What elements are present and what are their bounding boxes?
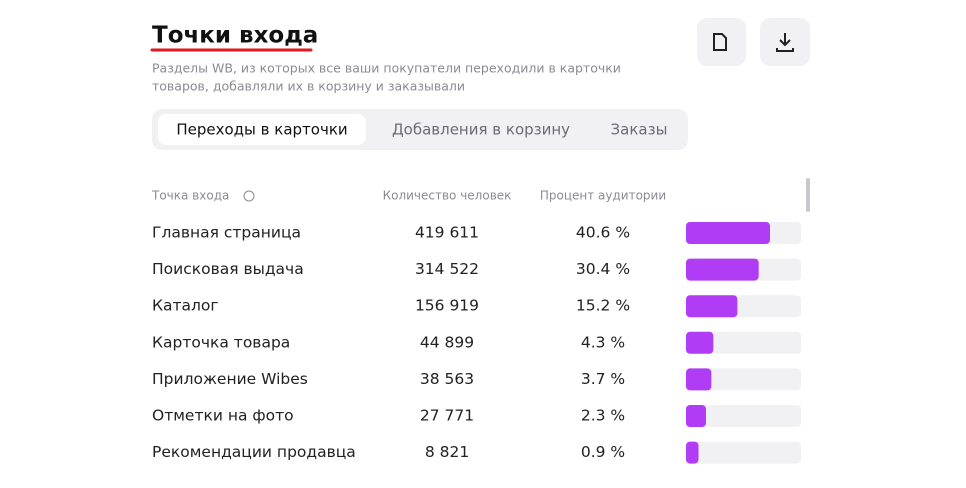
bar [686, 368, 712, 391]
tab[interactable]: Переходы в карточки [176, 121, 347, 139]
entry-count: 44 899 [420, 333, 474, 351]
entry-name: Приложение Wibes [152, 370, 308, 388]
bar [686, 295, 738, 318]
bar [686, 222, 770, 244]
bar [686, 258, 759, 281]
tab[interactable]: Заказы [611, 121, 668, 139]
entry-percent: 2.3 % [581, 407, 625, 425]
bar [686, 405, 706, 427]
bar-track [686, 331, 801, 354]
entry-count: 314 522 [415, 260, 479, 278]
column-header: Процент аудитории [540, 189, 666, 203]
bar [686, 331, 714, 354]
bar-track [686, 441, 801, 464]
entry-percent: 4.3 % [581, 333, 625, 351]
column-header: Точка входа [151, 189, 229, 203]
info-icon [243, 190, 255, 202]
subtitle: товаров, добавляли их в корзину и заказы… [152, 79, 465, 94]
entry-percent: 40.6 % [576, 224, 630, 242]
tab[interactable]: Добавления в корзину [392, 121, 570, 139]
button-bg [697, 18, 746, 66]
download-button[interactable] [760, 18, 810, 66]
entry-percent: 30.4 % [576, 260, 630, 278]
scrollbar [806, 178, 810, 212]
entry-percent: 15.2 % [576, 297, 630, 315]
download-icon [776, 33, 794, 52]
entry-count: 27 771 [420, 407, 474, 425]
entry-name: Карточка товара [152, 333, 290, 351]
bar-track [686, 368, 801, 391]
column-header: Количество человек [383, 189, 512, 203]
subtitle: Разделы WB, из которых все ваши покупате… [152, 61, 621, 76]
entry-percent: 3.7 % [581, 370, 625, 388]
bar [686, 441, 699, 464]
entry-name: Главная страница [152, 224, 301, 242]
entry-count: 38 563 [420, 370, 474, 388]
entry-percent: 0.9 % [581, 443, 625, 461]
bar-track [686, 405, 801, 427]
entry-name: Отметки на фото [152, 407, 294, 425]
entry-name: Каталог [152, 297, 219, 315]
active-tab-bg [158, 114, 366, 145]
title: Точки входа [152, 23, 318, 49]
export-button[interactable] [697, 18, 746, 66]
entry-count: 419 611 [415, 224, 479, 242]
entry-count: 8 821 [425, 443, 469, 461]
entry-name: Поисковая выдача [152, 260, 304, 278]
file-icon [713, 33, 727, 51]
entry-name: Рекомендации продавца [152, 443, 356, 461]
entry-count: 156 919 [415, 297, 479, 315]
